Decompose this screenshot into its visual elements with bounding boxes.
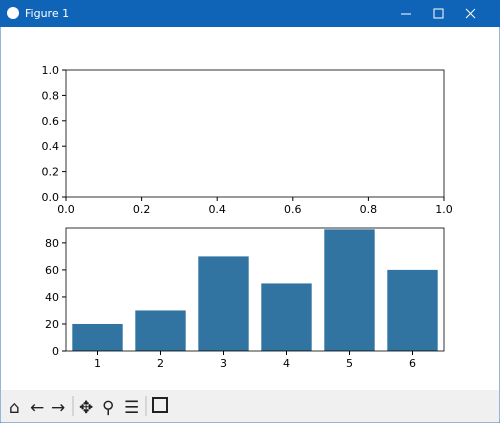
- back-button[interactable]: ←: [30, 398, 44, 418]
- y-tick-label: 1.0: [42, 64, 60, 77]
- bar: [198, 256, 249, 351]
- pan-button[interactable]: ✥: [79, 398, 93, 418]
- y-tick-label: 40: [45, 291, 59, 304]
- bar: [135, 310, 186, 351]
- y-tick-label: 0.6: [42, 115, 60, 128]
- x-tick-label: 4: [283, 357, 290, 370]
- bar: [387, 269, 438, 351]
- title-bar: [0, 0, 500, 27]
- y-tick-label: 0.8: [42, 89, 60, 102]
- toolbar: [1, 390, 499, 422]
- y-tick-label: 0: [52, 345, 59, 358]
- x-tick-label: 0.4: [208, 203, 226, 216]
- zoom-button[interactable]: ⚲: [102, 398, 114, 418]
- bar: [324, 229, 375, 351]
- x-tick-label: 1: [94, 357, 101, 370]
- y-tick-label: 0.2: [42, 166, 60, 179]
- maximize-button[interactable]: [433, 8, 444, 19]
- x-tick-label: 0.2: [133, 203, 151, 216]
- axes-frame: [65, 69, 445, 198]
- x-tick-label: 1.0: [435, 203, 453, 216]
- y-tick-label: 0.0: [42, 191, 60, 204]
- y-tick-label: 20: [45, 318, 59, 331]
- x-tick-label: 2: [157, 357, 164, 370]
- bar: [72, 323, 123, 351]
- axes-frame: [65, 227, 445, 352]
- bar: [261, 283, 312, 351]
- y-tick-label: 80: [45, 237, 59, 250]
- x-tick-label: 0.0: [57, 203, 75, 216]
- x-tick-label: 6: [409, 357, 416, 370]
- x-tick-label: 0.6: [284, 203, 302, 216]
- save-button[interactable]: [152, 397, 168, 413]
- y-tick-label: 0.4: [42, 140, 60, 153]
- x-tick-label: 5: [346, 357, 353, 370]
- home-button[interactable]: ⌂: [9, 398, 20, 418]
- close-button[interactable]: [465, 8, 476, 19]
- x-tick-label: 0.8: [360, 203, 378, 216]
- configure-button[interactable]: ☰: [124, 398, 139, 418]
- app-icon: [7, 7, 19, 19]
- forward-button[interactable]: →: [51, 398, 65, 418]
- x-tick-label: 3: [220, 357, 227, 370]
- y-tick-label: 60: [45, 264, 59, 277]
- window-title: Figure 1: [25, 7, 69, 20]
